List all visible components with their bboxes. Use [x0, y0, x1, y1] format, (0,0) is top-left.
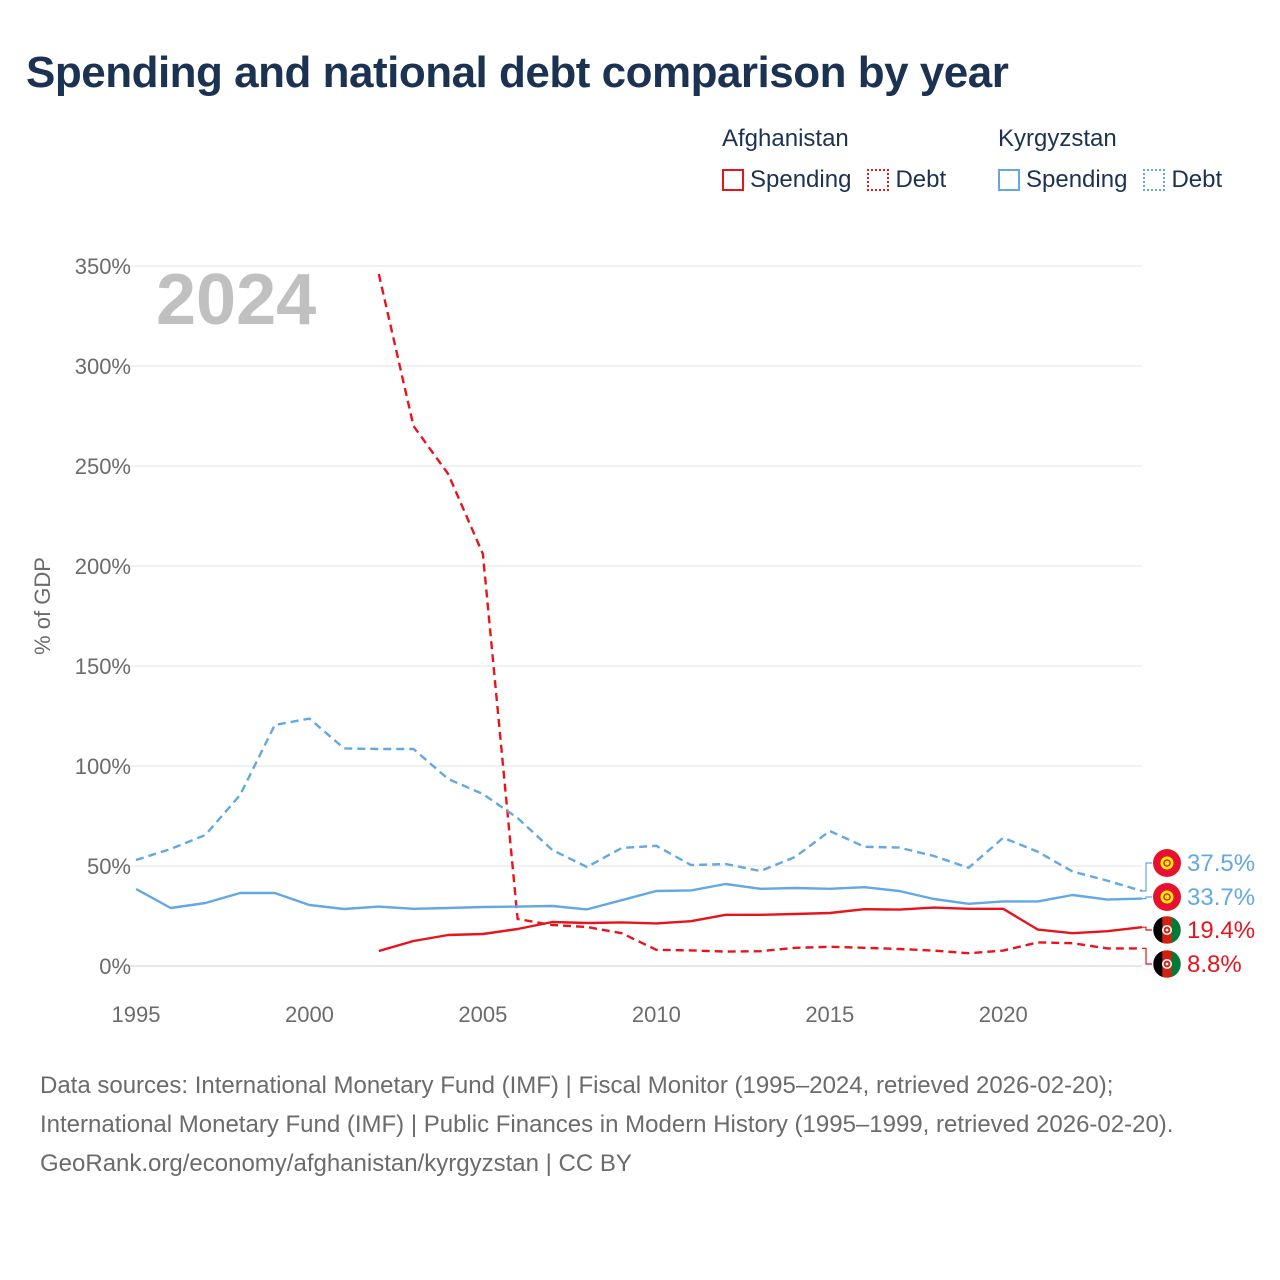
legend-group-afghanistan: Afghanistan Spending Debt: [722, 122, 962, 194]
end-value-label: 19.4%: [1187, 917, 1255, 944]
gridlines: [128, 265, 1142, 967]
credit-link[interactable]: GeoRank.org/economy/afghanistan/kyrgyzst…: [40, 1150, 632, 1177]
end-label-connector: [1142, 926, 1152, 931]
x-tick-label: 2005: [458, 1002, 507, 1027]
end-value-label: 37.5%: [1187, 850, 1255, 877]
legend-swatch-dotted: [1143, 169, 1166, 191]
end-label-connector: [1142, 862, 1152, 892]
x-tick-label: 2000: [285, 1002, 334, 1027]
x-tick-label: 1995: [112, 1002, 161, 1027]
x-tick-label: 2010: [632, 1002, 681, 1027]
y-tick-label: 250%: [75, 454, 131, 479]
kyrgyzstan-flag-icon: [1153, 849, 1181, 877]
x-axis-ticks: 1995 2000 2005 2010 2015 2020: [112, 1002, 1028, 1027]
y-tick-label: 150%: [75, 654, 131, 679]
series-lines: [135, 273, 1143, 955]
legend-swatch-solid: [722, 169, 744, 191]
kyrgyzstan-flag-icon: [1153, 883, 1181, 911]
legend-item-label: Debt: [895, 166, 947, 193]
y-tick-label: 200%: [75, 554, 131, 579]
legend-item-kyrgyzstan-spending[interactable]: Spending: [998, 166, 1127, 194]
y-tick-label: 300%: [75, 354, 131, 379]
end-value-label: 8.8%: [1187, 951, 1242, 978]
legend-group-kyrgyzstan: Kyrgyzstan Spending Debt: [998, 122, 1238, 194]
legend-item-label: Debt: [1171, 166, 1223, 193]
x-tick-label: 2020: [979, 1002, 1028, 1027]
y-tick-label: 350%: [75, 254, 131, 279]
legend-swatch-dotted: [867, 169, 890, 191]
legend-country-label: Kyrgyzstan: [998, 125, 1117, 152]
legend-country-label: Afghanistan: [722, 125, 849, 152]
chart-title: Spending and national debt comparison by…: [26, 48, 1009, 97]
afghanistan-flag-icon: [1152, 949, 1182, 979]
footer: Data sources: International Monetary Fun…: [40, 1066, 1240, 1183]
end-label-connector: [1142, 896, 1152, 900]
y-axis-label: % of GDP: [30, 557, 55, 655]
data-sources: Data sources: International Monetary Fun…: [40, 1072, 1174, 1138]
y-axis-ticks: 0% 50% 100% 150% 200% 250% 300% 350%: [75, 254, 131, 979]
end-labels: 37.5% 33.7% 19.4% 8.8%: [1142, 849, 1255, 979]
end-label-connector: [1142, 947, 1152, 965]
legend-swatch-solid: [998, 169, 1020, 191]
y-tick-label: 0%: [99, 954, 131, 979]
line-chart: 2024 % of GDP 0% 50% 100% 150% 200% 250% 300% 3…: [30, 254, 1255, 1027]
y-tick-label: 100%: [75, 754, 131, 779]
legend-item-afghanistan-spending[interactable]: Spending: [722, 166, 851, 194]
afghanistan-flag-icon: [1152, 915, 1182, 945]
series-line-afghanistan-spending[interactable]: [378, 906, 1143, 953]
x-tick-label: 2015: [805, 1002, 854, 1027]
legend-item-kyrgyzstan-debt[interactable]: Debt: [1143, 166, 1222, 194]
legend-item-label: Spending: [750, 166, 852, 193]
series-line-afghanistan-debt[interactable]: [377, 273, 1142, 955]
year-watermark: 2024: [156, 260, 316, 340]
series-line-kyrgyzstan-debt[interactable]: [135, 717, 1143, 893]
series-line-kyrgyzstan-spending[interactable]: [135, 882, 1143, 911]
legend-item-afghanistan-debt[interactable]: Debt: [867, 166, 946, 194]
end-value-label: 33.7%: [1187, 884, 1255, 911]
legend-item-label: Spending: [1026, 166, 1128, 193]
y-tick-label: 50%: [87, 854, 131, 879]
